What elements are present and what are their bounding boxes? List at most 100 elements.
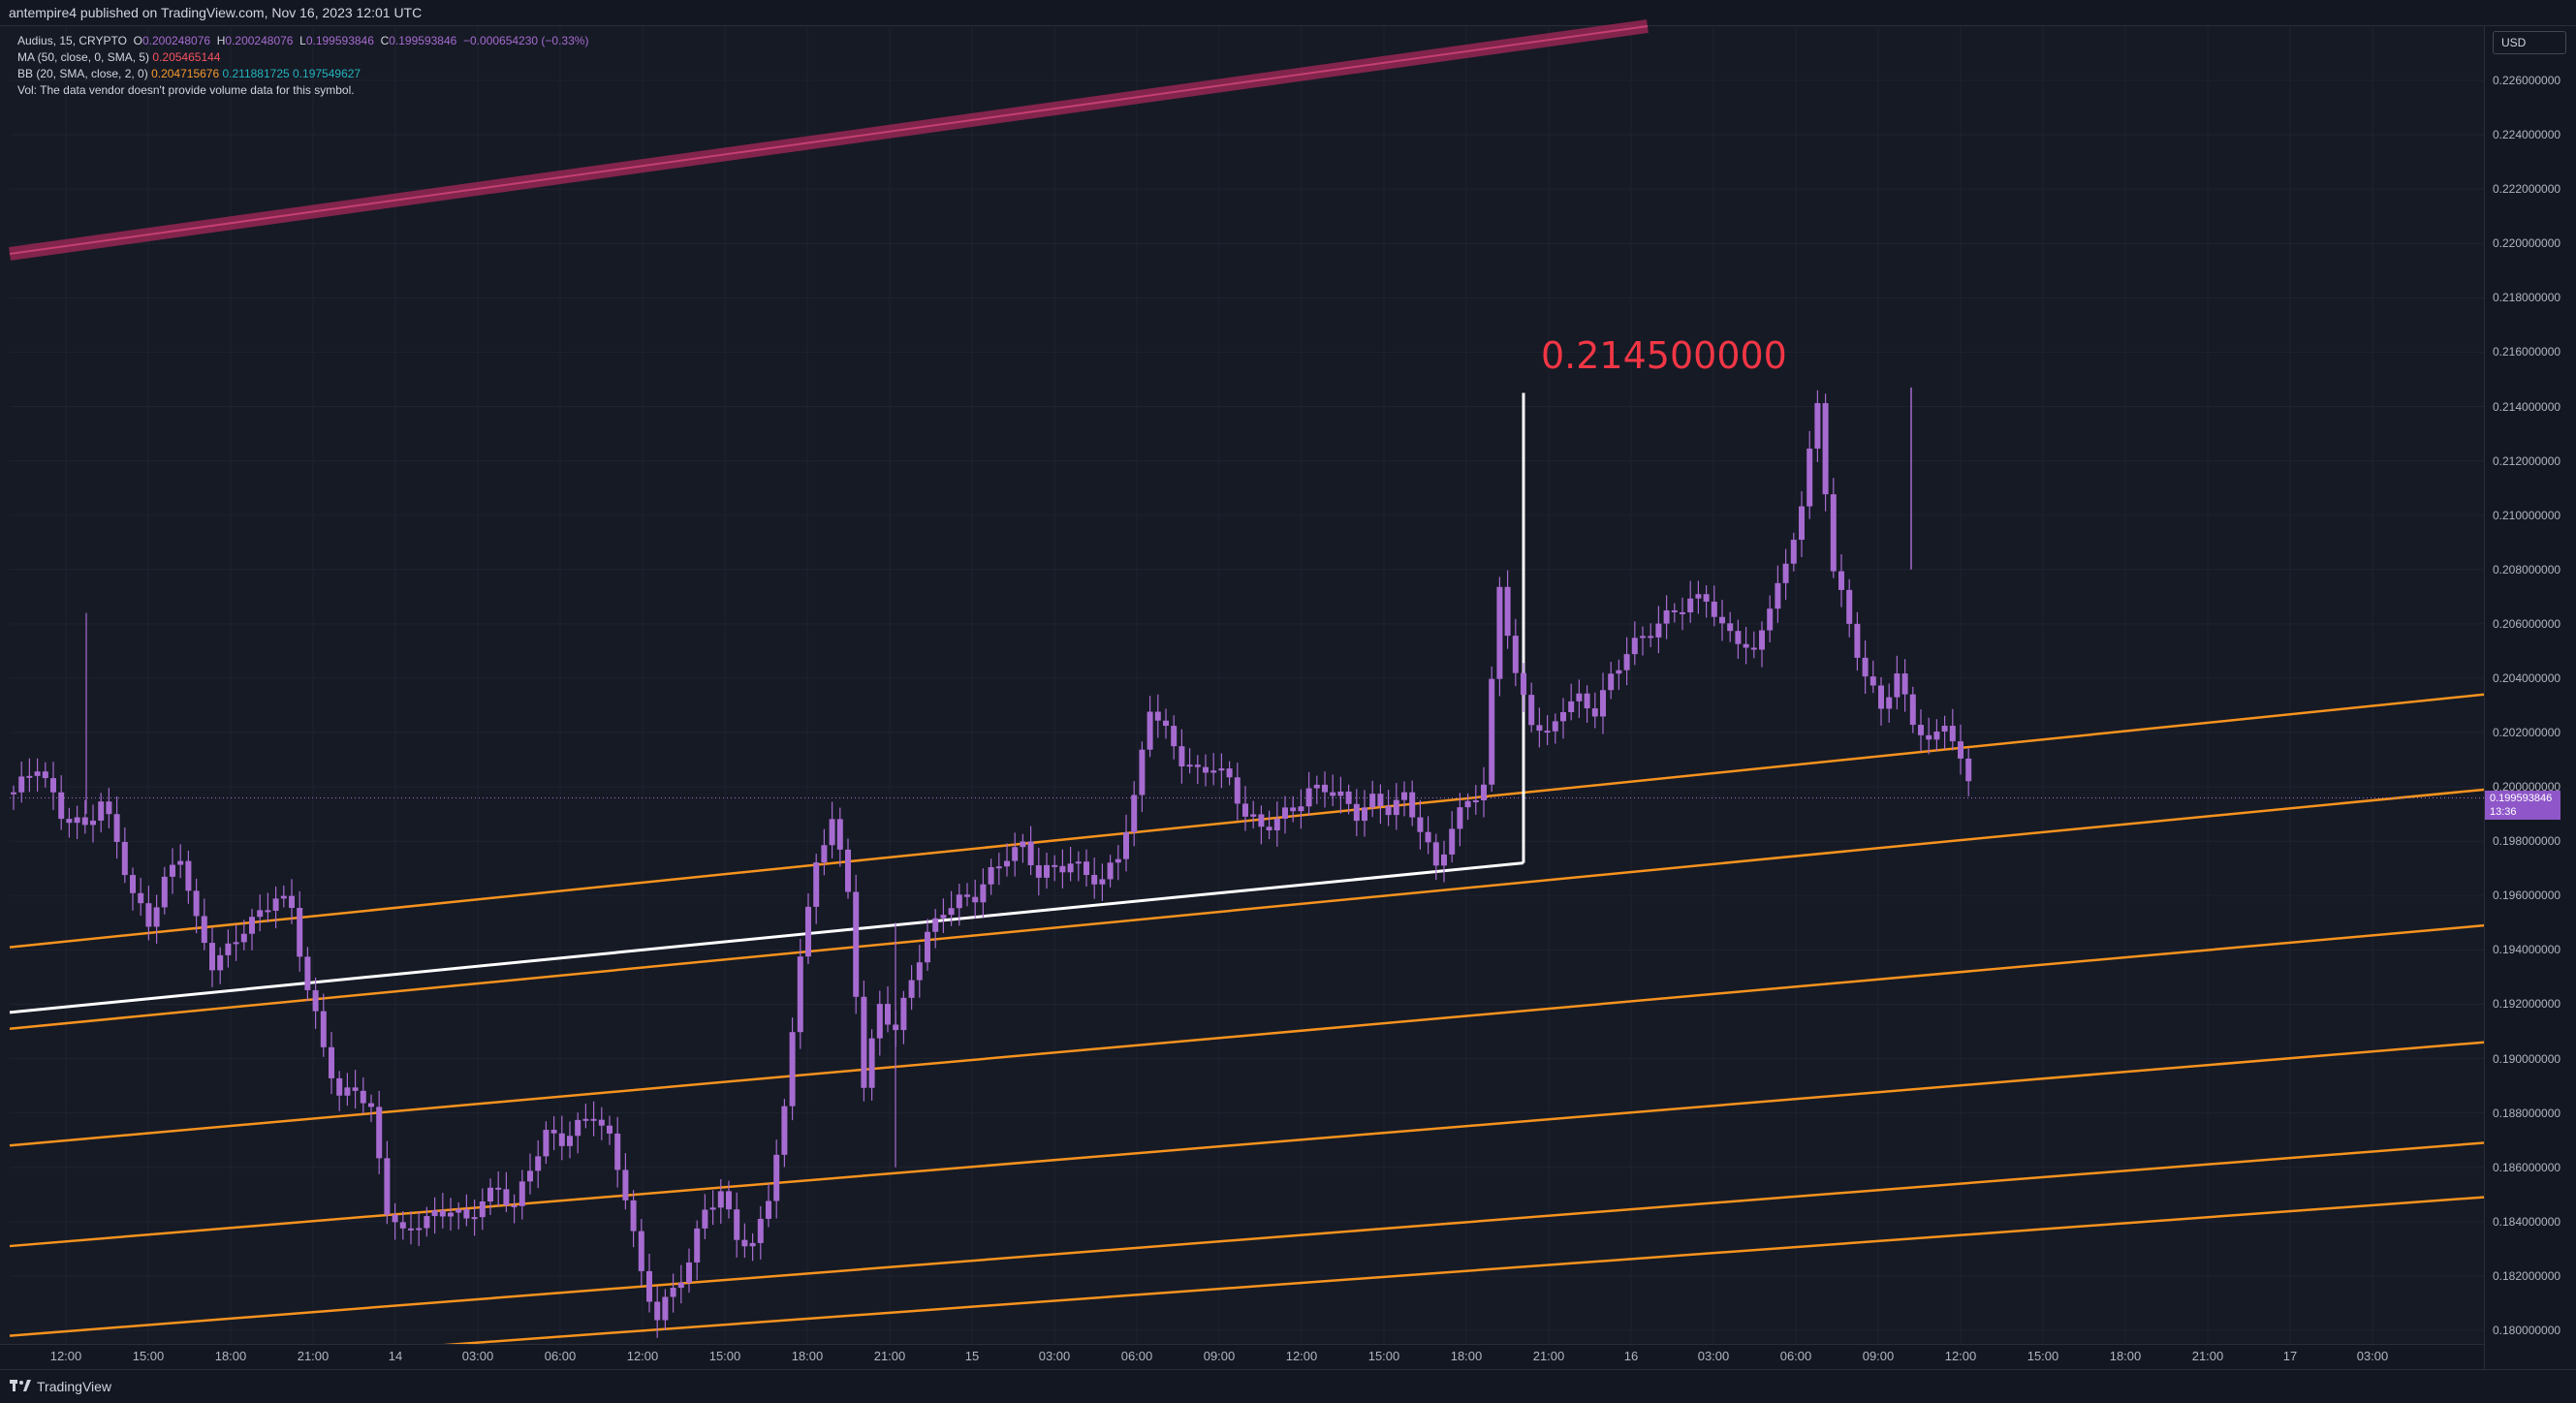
candle-body xyxy=(876,1004,883,1039)
candle-body xyxy=(74,817,80,824)
legend-bb-label: BB (20, SMA, close, 2, 0) xyxy=(17,67,148,80)
candle-body xyxy=(1806,448,1813,507)
currency-button[interactable]: USD xyxy=(2493,31,2566,54)
chart-area[interactable] xyxy=(10,26,2484,1344)
candle-body xyxy=(145,903,152,927)
legend-h-label: H xyxy=(216,34,226,47)
candle-body xyxy=(1687,598,1694,613)
legend-bb-low: 0.197549627 xyxy=(293,67,361,80)
candle-body xyxy=(1790,540,1797,564)
candle-body xyxy=(1178,746,1185,767)
candle-body xyxy=(1052,864,1058,867)
candle-body xyxy=(106,801,112,815)
candle-body xyxy=(1846,589,1853,624)
candle-body xyxy=(1958,741,1963,759)
price-tick-label: 0.202000000 xyxy=(2493,726,2561,740)
candle-body xyxy=(304,956,311,990)
candle-body xyxy=(424,1216,430,1229)
candle-body xyxy=(1194,764,1201,767)
legend-vol-row: Vol: The data vendor doesn't provide vol… xyxy=(17,82,588,99)
candle-body xyxy=(1623,654,1630,670)
candle-body xyxy=(781,1106,788,1155)
candle-body xyxy=(980,884,987,903)
legend-ohlc-row: Audius, 15, CRYPTO O0.200248076 H0.20024… xyxy=(17,33,588,49)
candle-body xyxy=(1234,777,1241,804)
candle-body xyxy=(694,1228,701,1263)
candle-body xyxy=(297,908,303,957)
candle-body xyxy=(646,1270,652,1302)
time-tick-label: 12:00 xyxy=(49,1349,82,1363)
time-tick-label: 12:00 xyxy=(1285,1349,1318,1363)
tradingview-logo-icon xyxy=(10,1380,31,1391)
legend-c-label: C xyxy=(380,34,390,47)
candle-body xyxy=(1775,582,1781,609)
candle-body xyxy=(1719,616,1725,624)
candle-body xyxy=(1862,657,1869,677)
candle-body xyxy=(1401,792,1407,800)
candle-body xyxy=(1711,601,1717,617)
candle-body xyxy=(1854,623,1861,658)
candle-body xyxy=(471,1217,478,1220)
candle-body xyxy=(368,1103,374,1107)
candle-body xyxy=(1441,854,1447,866)
time-tick-label: 18:00 xyxy=(1450,1349,1483,1363)
time-tick-label: 15:00 xyxy=(132,1349,165,1363)
price-tick-label: 0.184000000 xyxy=(2493,1214,2561,1229)
candle-body xyxy=(130,875,136,893)
candle-body xyxy=(900,997,907,1031)
legend-l-value: 0.199593846 xyxy=(305,34,374,47)
candle-body xyxy=(18,776,25,793)
legend-l-label: L xyxy=(299,34,306,47)
candle-body xyxy=(1640,636,1646,639)
price-tick-label: 0.214000000 xyxy=(2493,399,2561,414)
candle-body xyxy=(312,989,319,1012)
candle-body xyxy=(797,956,803,1033)
candle-body xyxy=(598,1119,605,1126)
trend-line-white xyxy=(9,861,1524,1014)
price-axis[interactable] xyxy=(2484,26,2576,1369)
candle-body xyxy=(1536,725,1543,732)
candle-body xyxy=(1385,805,1392,816)
candle-body xyxy=(726,1191,732,1210)
time-tick-label: 17 xyxy=(2282,1349,2298,1363)
legend-ma-row: MA (50, close, 0, SMA, 5) 0.205465144 xyxy=(17,49,588,66)
candle-body xyxy=(1258,814,1265,827)
candle-body xyxy=(240,933,247,943)
time-tick-label: 15:00 xyxy=(708,1349,741,1363)
candle-body xyxy=(1568,701,1575,712)
candle-body xyxy=(1337,791,1344,796)
candle-body xyxy=(1933,732,1940,740)
time-axis[interactable] xyxy=(0,1344,2484,1370)
candle-body xyxy=(1131,795,1138,833)
candle-body xyxy=(209,943,215,971)
candle-body xyxy=(34,771,41,776)
candle-body xyxy=(98,801,105,821)
price-tick-label: 0.198000000 xyxy=(2493,834,2561,849)
time-tick-label: 12:00 xyxy=(1944,1349,1977,1363)
candle-body xyxy=(439,1210,446,1217)
candle-body xyxy=(1655,623,1662,638)
time-tick-label: 21:00 xyxy=(873,1349,906,1363)
candle-body xyxy=(1099,879,1106,885)
candle-body xyxy=(1107,862,1114,880)
candle-body xyxy=(582,1118,589,1121)
candle-body xyxy=(766,1200,771,1219)
candle-body xyxy=(1584,693,1590,709)
chart-legend: Audius, 15, CRYPTO O0.200248076 H0.20024… xyxy=(17,33,588,99)
candle-body xyxy=(81,817,88,826)
time-tick-label: 15 xyxy=(964,1349,980,1363)
candle-body xyxy=(940,915,947,919)
candle-body xyxy=(638,1231,644,1271)
candle-body xyxy=(11,792,16,795)
candle-body xyxy=(686,1262,692,1283)
candle-body xyxy=(495,1187,502,1190)
candle-body xyxy=(1743,643,1749,648)
candle-body xyxy=(558,1133,565,1146)
footer-brand: TradingView xyxy=(37,1379,112,1394)
footer-logo[interactable]: TradingView xyxy=(10,1379,111,1394)
channel-line xyxy=(9,1041,2484,1248)
candle-body xyxy=(42,771,48,779)
chart-svg[interactable]: 0.214500000 xyxy=(0,0,2484,1344)
candle-body xyxy=(479,1200,486,1218)
candle-body xyxy=(1273,818,1280,830)
